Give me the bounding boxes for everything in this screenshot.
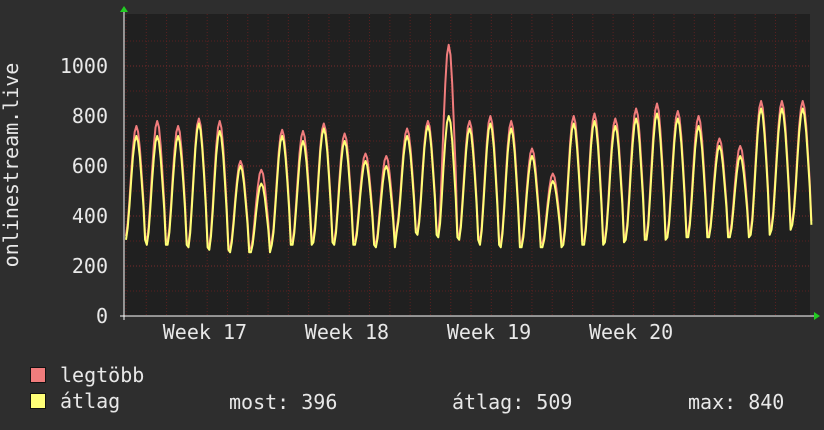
- y-tick-label: 600: [72, 154, 108, 178]
- y-axis-label: onlinestream.live: [0, 63, 23, 268]
- legend-item-max: legtöbb: [30, 362, 144, 388]
- stat-now: most: 396: [229, 390, 338, 414]
- y-tick-label: 400: [72, 204, 108, 228]
- series-line-avg: [125, 107, 813, 254]
- y-tick-label: 200: [72, 254, 108, 278]
- max-color-swatch: [30, 367, 46, 383]
- x-tick-label: Week 17: [163, 320, 247, 344]
- x-tick-label: Week 19: [447, 320, 531, 344]
- legend-max-label: legtöbb: [60, 363, 145, 387]
- y-tick-labels: 0 200 400 600 800 1000: [60, 54, 108, 328]
- plot-area: [124, 14, 810, 316]
- x-tick-label: Week 18: [305, 320, 389, 344]
- y-axis-arrow: [120, 6, 128, 12]
- stat-avg: átlag: 509: [452, 390, 573, 414]
- legend-item-avg: átlag: [30, 388, 144, 414]
- x-axis-arrow: [814, 312, 820, 320]
- legend-avg-label: átlag: [60, 389, 121, 413]
- avg-color-swatch: [30, 393, 46, 409]
- series-line-max: [125, 43, 813, 250]
- x-tick-labels: Week 17 Week 18 Week 19 Week 20: [163, 320, 674, 344]
- y-tick-label: 0: [96, 304, 108, 328]
- series-lines: [125, 43, 813, 254]
- legend: legtöbb átlag: [30, 362, 144, 414]
- y-tick-label: 800: [72, 104, 108, 128]
- y-tick-label: 1000: [60, 54, 108, 78]
- x-tick-label: Week 20: [589, 320, 673, 344]
- stat-max: max: 840: [688, 390, 785, 414]
